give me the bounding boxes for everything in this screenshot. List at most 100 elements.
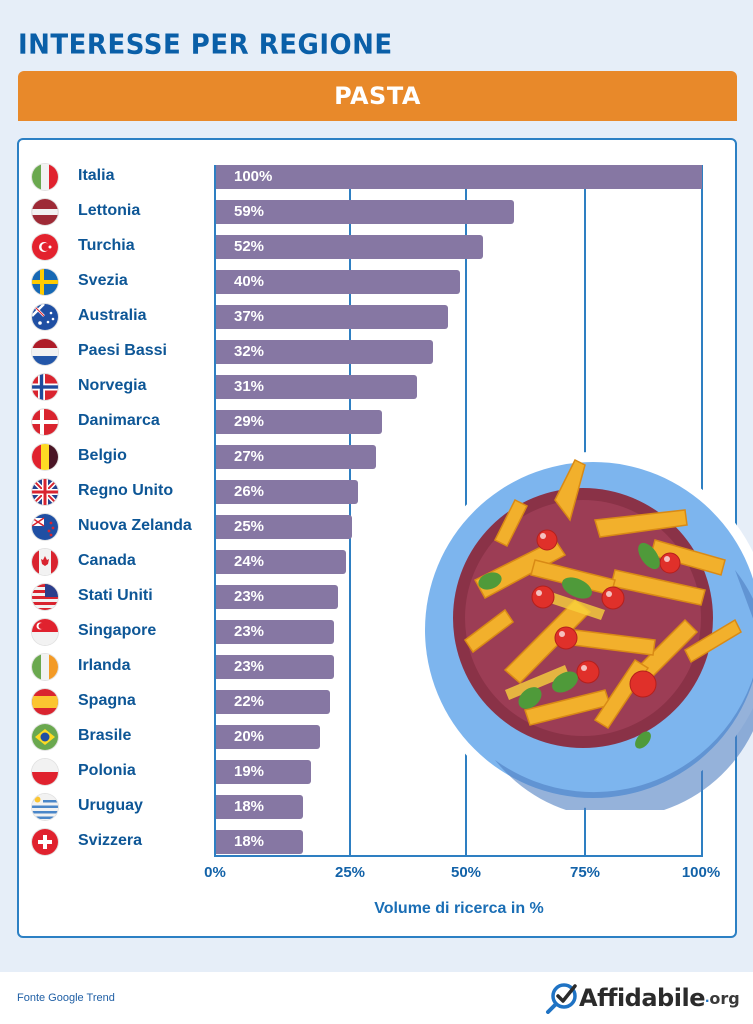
bar-value-label: 100% bbox=[234, 168, 273, 185]
country-label: Singapore bbox=[78, 622, 157, 639]
bar: 18% bbox=[216, 830, 303, 854]
logo-text: Affidabile bbox=[579, 984, 705, 1012]
bar: 18% bbox=[216, 795, 303, 819]
bar-row: Svezia 40% bbox=[30, 269, 720, 295]
country-label: Danimarca bbox=[78, 412, 160, 429]
country-label: Svezia bbox=[78, 272, 128, 289]
y-axis-line bbox=[214, 165, 216, 857]
bar-row: Spagna 22% bbox=[30, 689, 720, 715]
bar-value-label: 20% bbox=[234, 728, 265, 745]
x-tick-50: 50% bbox=[450, 864, 482, 881]
bar-row: Canada 24% bbox=[30, 549, 720, 575]
bar: 31% bbox=[216, 375, 417, 399]
bar-row: Polonia 19% bbox=[30, 759, 720, 785]
bar: 27% bbox=[216, 445, 376, 469]
belgium-flag-icon bbox=[32, 444, 58, 470]
bar: 32% bbox=[216, 340, 433, 364]
country-label: Paesi Bassi bbox=[78, 342, 167, 359]
australia-flag-icon bbox=[32, 304, 58, 330]
country-label: Australia bbox=[78, 307, 147, 324]
bar-value-label: 31% bbox=[234, 378, 265, 395]
bar-value-label: 26% bbox=[234, 483, 265, 500]
country-label: Spagna bbox=[78, 692, 136, 709]
bar-row: Australia 37% bbox=[30, 304, 720, 330]
bar-value-label: 23% bbox=[234, 658, 265, 675]
bar-row: Irlanda 23% bbox=[30, 654, 720, 680]
spain-flag-icon bbox=[32, 689, 58, 715]
bar-row: Norvegia 31% bbox=[30, 374, 720, 400]
x-axis-label: Volume di ricerca in % bbox=[374, 900, 544, 917]
italy-flag-icon bbox=[32, 164, 58, 190]
uk-flag-icon bbox=[32, 479, 58, 505]
page-title: INTERESSE PER REGIONE bbox=[18, 29, 393, 61]
bar: 29% bbox=[216, 410, 382, 434]
country-label: Canada bbox=[78, 552, 136, 569]
bar: 59% bbox=[216, 200, 514, 224]
brazil-flag-icon bbox=[32, 724, 58, 750]
bar-value-label: 27% bbox=[234, 448, 265, 465]
bar-value-label: 32% bbox=[234, 343, 265, 360]
bar-value-label: 37% bbox=[234, 308, 265, 325]
bar-value-label: 23% bbox=[234, 623, 265, 640]
singapore-flag-icon bbox=[32, 619, 58, 645]
country-label: Uruguay bbox=[78, 797, 143, 814]
bar-row: Regno Unito 26% bbox=[30, 479, 720, 505]
country-label: Polonia bbox=[78, 762, 136, 779]
latvia-flag-icon bbox=[32, 199, 58, 225]
bar: 37% bbox=[216, 305, 448, 329]
bar: 23% bbox=[216, 655, 334, 679]
category-banner: PASTA bbox=[18, 71, 737, 121]
affidabile-logo[interactable]: Affidabile. org bbox=[545, 982, 740, 1014]
netherlands-flag-icon bbox=[32, 339, 58, 365]
uruguay-flag-icon bbox=[32, 794, 58, 820]
bar-row: Paesi Bassi 32% bbox=[30, 339, 720, 365]
bar: 25% bbox=[216, 515, 352, 539]
bar: 19% bbox=[216, 760, 311, 784]
bar-value-label: 18% bbox=[234, 833, 265, 850]
logo-dot: . bbox=[704, 989, 710, 1006]
bar-row: Stati Uniti 23% bbox=[30, 584, 720, 610]
bar-row: Turchia 52% bbox=[30, 234, 720, 260]
sweden-flag-icon bbox=[32, 269, 58, 295]
bar-row: Singapore 23% bbox=[30, 619, 720, 645]
bar-row: Danimarca 29% bbox=[30, 409, 720, 435]
bar: 20% bbox=[216, 725, 320, 749]
x-tick-25: 25% bbox=[334, 864, 366, 881]
denmark-flag-icon bbox=[32, 409, 58, 435]
bar-value-label: 25% bbox=[234, 518, 265, 535]
bar: 22% bbox=[216, 690, 330, 714]
country-label: Regno Unito bbox=[78, 482, 174, 499]
bar-row: Lettonia 59% bbox=[30, 199, 720, 225]
canada-flag-icon bbox=[32, 549, 58, 575]
bar-value-label: 24% bbox=[234, 553, 265, 570]
ireland-flag-icon bbox=[32, 654, 58, 680]
country-label: Lettonia bbox=[78, 202, 141, 219]
bar-value-label: 23% bbox=[234, 588, 265, 605]
bar-value-label: 22% bbox=[234, 693, 265, 710]
x-tick-100: 100% bbox=[681, 864, 721, 881]
country-label: Brasile bbox=[78, 727, 132, 744]
logo-tld: org bbox=[709, 988, 740, 1008]
bar-row: Uruguay 18% bbox=[30, 794, 720, 820]
category-label: PASTA bbox=[334, 82, 421, 110]
country-label: Belgio bbox=[78, 447, 127, 464]
country-label: Nuova Zelanda bbox=[78, 517, 192, 534]
bar: 23% bbox=[216, 585, 338, 609]
country-label: Stati Uniti bbox=[78, 587, 153, 604]
footer: Fonte Google Trend Affidabile. org bbox=[0, 972, 753, 1024]
gridline-25 bbox=[349, 165, 351, 857]
bar: 52% bbox=[216, 235, 483, 259]
poland-flag-icon bbox=[32, 759, 58, 785]
x-axis-line bbox=[214, 855, 703, 857]
country-label: Italia bbox=[78, 167, 115, 184]
bar: 23% bbox=[216, 620, 334, 644]
bar-value-label: 19% bbox=[234, 763, 265, 780]
new-zealand-flag-icon bbox=[32, 514, 58, 540]
bar-value-label: 29% bbox=[234, 413, 265, 430]
source-note: Fonte Google Trend bbox=[17, 992, 115, 1004]
bar: 24% bbox=[216, 550, 346, 574]
bar: 26% bbox=[216, 480, 358, 504]
country-label: Irlanda bbox=[78, 657, 131, 674]
bar: 40% bbox=[216, 270, 460, 294]
bar-row: Italia 100% bbox=[30, 164, 720, 190]
